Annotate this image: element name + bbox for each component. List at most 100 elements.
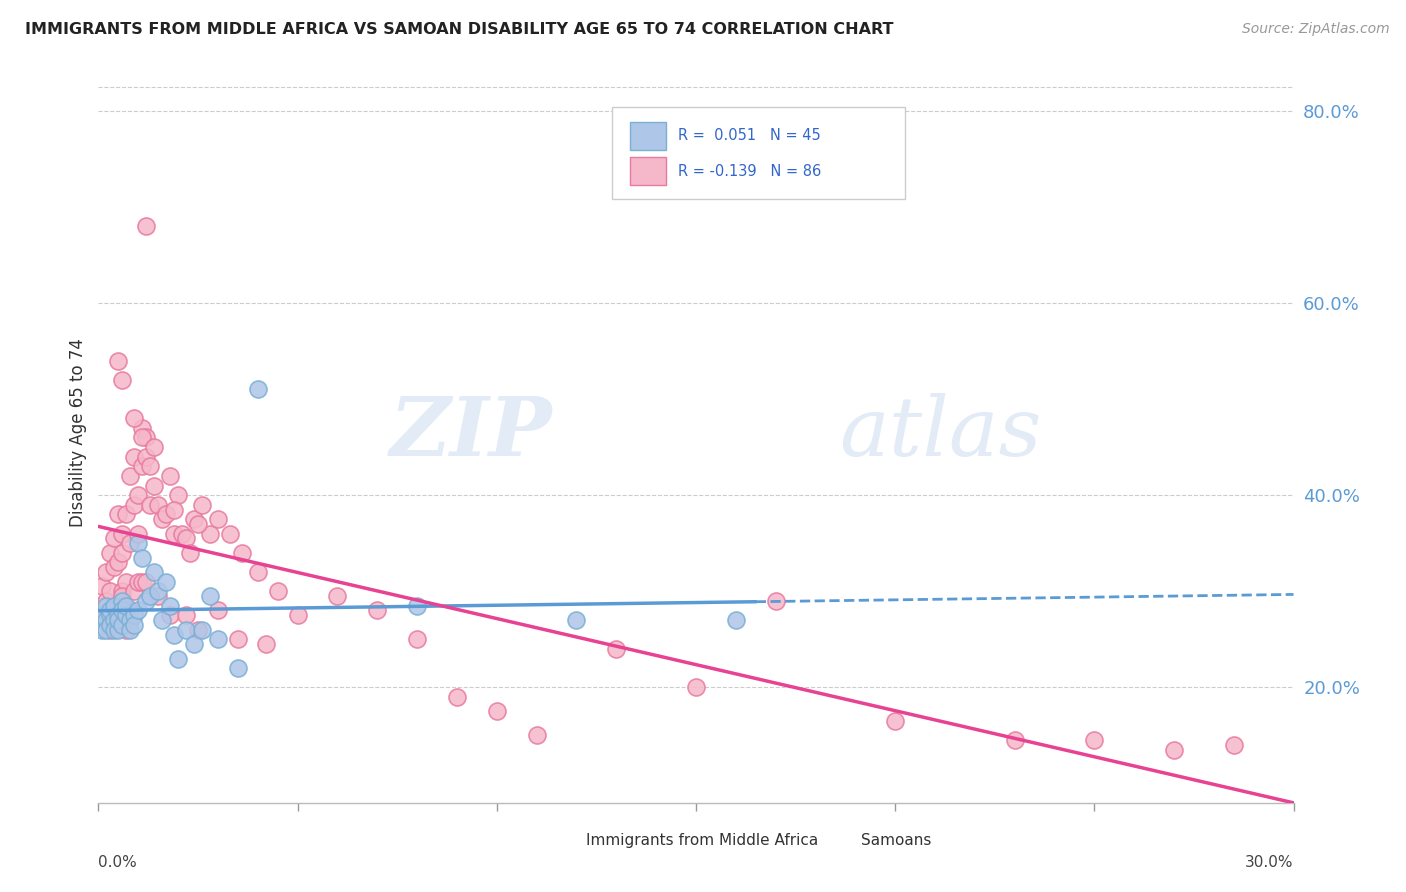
Point bbox=[267, 584, 290, 599]
Point bbox=[107, 353, 129, 368]
Point bbox=[167, 488, 190, 502]
Point bbox=[685, 681, 707, 695]
Point bbox=[406, 599, 429, 613]
Point bbox=[120, 613, 142, 627]
Point bbox=[1223, 738, 1246, 752]
Point bbox=[120, 469, 142, 483]
Point bbox=[115, 574, 138, 589]
Point bbox=[98, 546, 122, 560]
Point bbox=[191, 623, 214, 637]
Point bbox=[163, 627, 186, 641]
Point bbox=[155, 574, 177, 589]
Point bbox=[131, 459, 153, 474]
Text: Source: ZipAtlas.com: Source: ZipAtlas.com bbox=[1241, 22, 1389, 37]
Point bbox=[143, 440, 166, 454]
Point bbox=[124, 498, 146, 512]
Point bbox=[326, 589, 349, 603]
Point bbox=[120, 623, 142, 637]
Point bbox=[226, 661, 249, 675]
Point bbox=[96, 613, 118, 627]
Point bbox=[115, 508, 138, 522]
Point bbox=[107, 508, 129, 522]
Point bbox=[765, 594, 787, 608]
Point bbox=[111, 373, 134, 387]
Point bbox=[159, 608, 181, 623]
Point bbox=[96, 594, 118, 608]
Point bbox=[207, 632, 229, 647]
Point bbox=[120, 603, 142, 617]
Point bbox=[111, 546, 134, 560]
Point bbox=[135, 450, 157, 464]
Point bbox=[111, 526, 134, 541]
Point bbox=[111, 603, 134, 617]
Point bbox=[366, 603, 388, 617]
Point bbox=[254, 637, 277, 651]
Point bbox=[159, 469, 181, 483]
Point bbox=[163, 526, 186, 541]
Point bbox=[172, 526, 194, 541]
Point bbox=[207, 512, 229, 526]
Point bbox=[183, 637, 205, 651]
Point bbox=[103, 623, 125, 637]
Point bbox=[1163, 743, 1185, 757]
Text: 0.0%: 0.0% bbox=[98, 855, 138, 870]
Point bbox=[150, 512, 173, 526]
Point bbox=[139, 459, 162, 474]
Y-axis label: Disability Age 65 to 74: Disability Age 65 to 74 bbox=[69, 338, 87, 527]
Point bbox=[605, 642, 627, 657]
Point bbox=[226, 632, 249, 647]
Point bbox=[98, 618, 122, 632]
Point bbox=[135, 219, 157, 233]
Point bbox=[131, 574, 153, 589]
Point bbox=[139, 589, 162, 603]
Point bbox=[167, 651, 190, 665]
Point bbox=[198, 526, 221, 541]
Point bbox=[565, 613, 588, 627]
Point bbox=[198, 589, 221, 603]
Point bbox=[96, 623, 118, 637]
Text: Immigrants from Middle Africa: Immigrants from Middle Africa bbox=[586, 833, 818, 848]
Point bbox=[91, 599, 114, 613]
Text: Samoans: Samoans bbox=[860, 833, 931, 848]
Point bbox=[127, 536, 149, 550]
Point bbox=[107, 623, 129, 637]
Point bbox=[127, 526, 149, 541]
Point bbox=[124, 584, 146, 599]
Point bbox=[446, 690, 468, 704]
Point bbox=[174, 623, 197, 637]
Point bbox=[115, 599, 138, 613]
Point bbox=[131, 430, 153, 444]
Text: atlas: atlas bbox=[839, 392, 1042, 473]
Point bbox=[103, 599, 125, 613]
Point bbox=[148, 498, 170, 512]
Point bbox=[124, 450, 146, 464]
Point bbox=[174, 532, 197, 546]
Point bbox=[96, 613, 118, 627]
Point bbox=[111, 594, 134, 608]
Text: ZIP: ZIP bbox=[389, 392, 553, 473]
Point bbox=[187, 516, 209, 531]
Point bbox=[96, 599, 118, 613]
Point bbox=[96, 565, 118, 579]
Point bbox=[107, 613, 129, 627]
Point bbox=[884, 714, 907, 728]
Point bbox=[485, 705, 508, 719]
Point bbox=[246, 382, 269, 396]
Point bbox=[150, 613, 173, 627]
Point bbox=[135, 574, 157, 589]
Point bbox=[103, 613, 125, 627]
Point bbox=[148, 584, 170, 599]
Point bbox=[98, 603, 122, 617]
Text: R = -0.139   N = 86: R = -0.139 N = 86 bbox=[678, 164, 821, 178]
Point bbox=[526, 729, 548, 743]
Point bbox=[191, 498, 214, 512]
Point bbox=[115, 608, 138, 623]
Point bbox=[120, 536, 142, 550]
Point bbox=[1004, 733, 1026, 747]
Point bbox=[406, 632, 429, 647]
Point bbox=[103, 618, 125, 632]
Point bbox=[127, 574, 149, 589]
Point bbox=[155, 508, 177, 522]
Point bbox=[179, 546, 201, 560]
Point bbox=[135, 430, 157, 444]
